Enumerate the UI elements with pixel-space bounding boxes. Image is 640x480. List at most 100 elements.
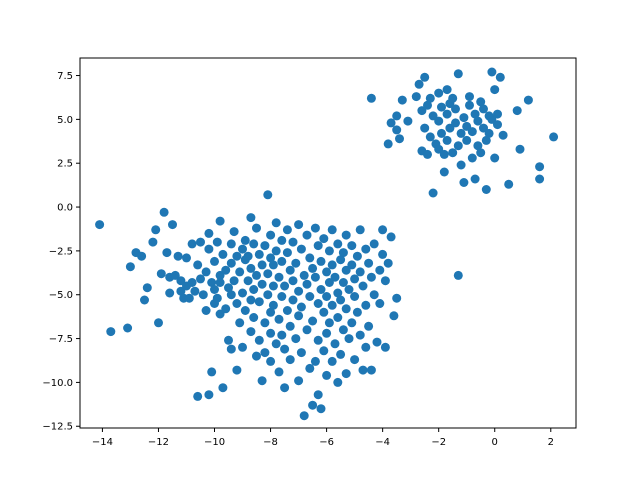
data-point <box>285 321 295 331</box>
data-point <box>327 225 337 235</box>
data-point <box>204 244 214 254</box>
data-point <box>310 223 320 233</box>
data-point <box>249 239 259 249</box>
data-point <box>263 190 273 200</box>
data-point <box>476 148 486 158</box>
data-point <box>344 334 354 344</box>
data-point <box>439 167 449 177</box>
data-point <box>224 335 233 345</box>
y-tick-label: −2.5 <box>49 246 73 257</box>
data-point <box>459 178 469 187</box>
data-point <box>260 348 270 358</box>
data-point <box>154 318 163 328</box>
data-point <box>173 251 183 261</box>
data-point <box>386 118 396 128</box>
data-point <box>204 228 214 238</box>
data-point <box>473 116 483 126</box>
data-point <box>442 135 452 145</box>
data-point <box>392 125 402 135</box>
data-point <box>341 230 351 240</box>
data-point <box>425 93 435 103</box>
data-point <box>395 134 404 144</box>
data-point <box>294 220 304 230</box>
data-point <box>285 265 295 275</box>
data-point <box>305 292 315 301</box>
data-point <box>204 390 214 400</box>
data-point <box>462 135 472 145</box>
data-point <box>383 258 393 268</box>
data-point <box>280 281 290 291</box>
data-point <box>322 292 332 301</box>
data-point <box>380 276 390 286</box>
data-point <box>310 272 320 282</box>
data-point <box>392 111 402 121</box>
data-point <box>193 391 203 401</box>
data-point <box>125 262 135 272</box>
data-point <box>389 311 399 321</box>
data-point <box>226 290 236 300</box>
data-point <box>252 223 261 233</box>
data-point <box>156 269 166 279</box>
data-point <box>187 278 197 287</box>
data-point <box>142 283 152 293</box>
data-point <box>187 239 197 249</box>
data-point <box>296 348 306 358</box>
data-point <box>266 356 276 366</box>
data-point <box>238 288 247 298</box>
data-point <box>215 278 225 287</box>
data-point <box>456 160 466 170</box>
data-point <box>165 288 175 298</box>
data-point <box>268 281 278 291</box>
data-point <box>176 276 186 286</box>
data-point <box>313 241 323 251</box>
data-point <box>207 278 217 287</box>
y-tick-label: 2.5 <box>57 159 73 170</box>
data-point <box>327 300 337 310</box>
data-point <box>535 174 545 184</box>
data-point <box>254 335 264 345</box>
data-point <box>212 237 222 247</box>
data-point <box>515 144 525 154</box>
data-point <box>481 135 491 145</box>
data-point <box>434 88 444 98</box>
data-point <box>316 256 326 266</box>
data-point <box>378 225 388 235</box>
data-point <box>403 116 413 126</box>
data-point <box>246 263 256 273</box>
data-point <box>243 276 253 286</box>
data-point <box>198 290 208 300</box>
x-tick-label: −8 <box>263 437 278 448</box>
data-point <box>369 239 379 249</box>
data-point <box>319 234 329 244</box>
data-point <box>277 256 287 266</box>
y-tick-label: −12.5 <box>42 422 73 433</box>
data-point <box>350 355 360 365</box>
data-point <box>364 258 374 268</box>
data-point <box>280 383 290 393</box>
data-point <box>341 304 351 314</box>
data-point <box>271 218 281 228</box>
data-point <box>266 230 276 240</box>
data-point <box>218 249 228 259</box>
data-point <box>420 123 430 133</box>
data-point <box>140 295 149 305</box>
data-point <box>504 179 514 189</box>
x-tick-label: −4 <box>375 437 390 448</box>
data-point <box>487 67 497 77</box>
data-point <box>224 283 233 293</box>
data-point <box>434 116 444 126</box>
x-tick-label: −6 <box>319 437 334 448</box>
data-point <box>305 253 315 263</box>
data-point <box>322 370 332 380</box>
data-point <box>288 237 298 247</box>
data-point <box>151 225 161 235</box>
data-point <box>437 102 446 112</box>
data-point <box>291 334 301 344</box>
data-point <box>249 285 259 294</box>
data-point <box>277 235 287 245</box>
data-point <box>221 304 231 314</box>
data-point <box>266 253 276 263</box>
data-point <box>296 244 306 254</box>
y-tick-label: −7.5 <box>49 334 73 345</box>
data-point <box>288 295 298 305</box>
